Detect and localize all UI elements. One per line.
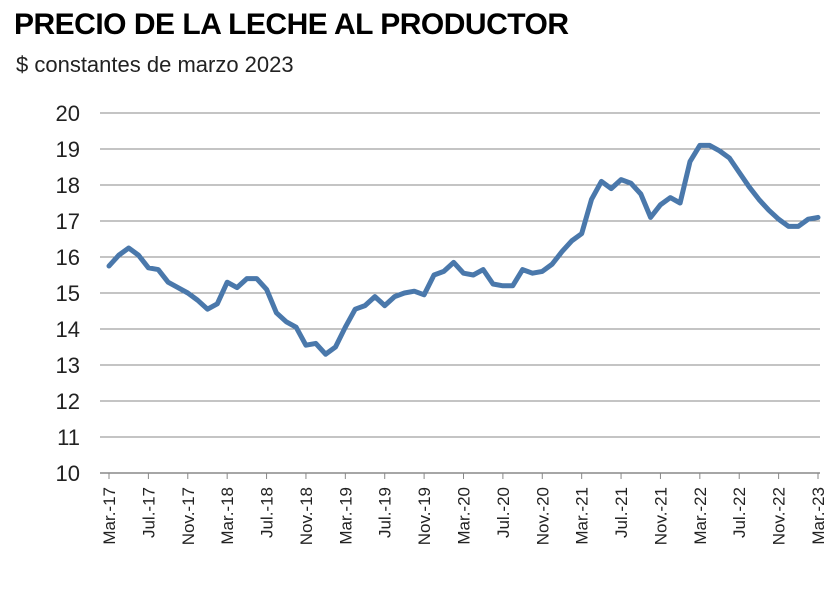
x-axis-ticks: Mar.-17 Jul.-17 Nov.-17 Mar.-18 Jul.-18 Nov.-… xyxy=(100,473,828,545)
x-tick-label: Nov.-17 xyxy=(179,487,198,545)
series-group xyxy=(106,142,821,357)
x-tick-label: Mar.-21 xyxy=(573,487,592,545)
x-tick-label: Nov.-22 xyxy=(770,487,789,545)
x-tick-label: Jul.-19 xyxy=(376,487,395,538)
y-tick-label: 16 xyxy=(56,245,80,270)
y-tick-label: 13 xyxy=(56,353,80,378)
x-tick-label: Mar.-19 xyxy=(336,487,355,545)
y-tick-label: 18 xyxy=(56,173,80,198)
y-tick-label: 10 xyxy=(56,461,80,486)
y-axis-ticks: 10 11 12 13 14 15 16 17 18 19 20 xyxy=(56,101,80,486)
y-tick-label: 14 xyxy=(56,317,80,342)
y-tick-label: 19 xyxy=(56,137,80,162)
x-tick-label: Mar.-20 xyxy=(455,487,474,545)
chart-subtitle: $ constantes de marzo 2023 xyxy=(16,52,294,77)
y-tick-label: 17 xyxy=(56,209,80,234)
x-tick-label: Mar.-23 xyxy=(809,487,828,545)
x-tick-label: Nov.-21 xyxy=(651,487,670,545)
x-tick-label: Nov.-18 xyxy=(297,487,316,545)
x-tick-label: Nov.-20 xyxy=(533,487,552,545)
chart-title: PRECIO DE LA LECHE AL PRODUCTOR xyxy=(14,8,569,41)
grid-lines xyxy=(100,112,820,474)
series-line xyxy=(106,142,821,357)
y-tick-label: 15 xyxy=(56,281,80,306)
x-tick-label: Mar.-18 xyxy=(218,487,237,545)
y-tick-label: 11 xyxy=(57,425,80,450)
x-tick-label: Jul.-21 xyxy=(612,487,631,538)
x-tick-label: Jul.-17 xyxy=(139,487,158,538)
x-tick-label: Jul.-22 xyxy=(730,487,749,538)
x-tick-label: Mar.-17 xyxy=(100,487,119,545)
x-tick-label: Jul.-20 xyxy=(494,487,513,538)
y-tick-label: 20 xyxy=(56,101,80,126)
x-tick-label: Jul.-18 xyxy=(258,487,277,538)
x-tick-label: Mar.-22 xyxy=(691,487,710,545)
x-tick-label: Nov.-19 xyxy=(415,487,434,545)
y-tick-label: 12 xyxy=(56,389,80,414)
